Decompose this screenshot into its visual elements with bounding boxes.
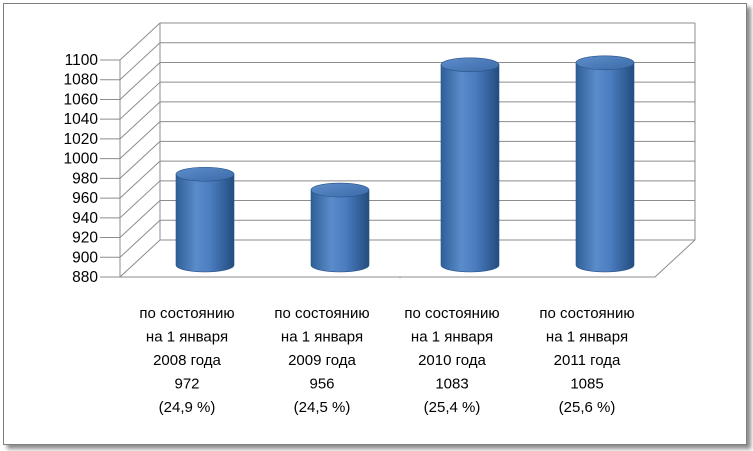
gridline-side [119,22,161,61]
y-tick-label: 1040 [64,111,99,128]
gridline-side [119,160,161,199]
y-tick-label: 960 [72,190,98,207]
y-tick-label: 1080 [64,72,99,89]
gridline-side [119,101,161,140]
gridline-side [119,121,161,160]
y-tick-label: 1020 [64,131,99,148]
y-tick-label: 980 [72,170,98,187]
bar-body [575,62,635,273]
bar-cylinder [175,166,235,273]
y-tick-label: 880 [72,269,98,286]
x-category-label: по состоянию на 1 января 2008 года 972 (24,9… [139,305,234,416]
y-tick-label: 1100 [65,52,99,69]
y-tick-label: 900 [72,249,98,266]
floor-edge [120,239,696,278]
bar-top [310,182,370,198]
bar-cylinder [440,57,500,273]
bar-top [175,166,235,182]
y-tick-label: 1000 [64,151,99,168]
gridline-side [119,180,161,219]
x-category-label: по состоянию на 1 января 2010 года 1083 (25,… [404,305,499,416]
bar-body [175,173,235,273]
gridline-side [119,42,161,81]
gridline-side [119,219,161,258]
y-tick-label: 920 [72,230,98,247]
gridline-side [119,62,161,100]
x-category-label: по состоянию на 1 января 2009 года 956 (24,5… [274,305,369,416]
gridline-side [119,81,161,120]
bar-cylinder [575,55,635,273]
bar-body [310,189,370,273]
bars-layer [175,55,635,273]
y-tick-label: 940 [72,210,98,227]
bar-body [440,64,500,273]
bar-cylinder [310,182,370,273]
bar-top [440,57,500,73]
x-category-label: по состоянию на 1 января 2011 года 1085 (25,… [539,305,634,416]
y-tick-label: 1060 [64,91,99,108]
bar-top [575,55,635,71]
gridline-side [119,239,161,278]
y-axis: 880 900 920 940 960 980 1000 1020 1040 1060 1080 11… [64,52,121,286]
x-axis-categories: по состоянию на 1 января 2008 года 972 (24,9… [139,305,634,416]
gridline-side [119,200,161,238]
gridline-side [119,140,161,179]
